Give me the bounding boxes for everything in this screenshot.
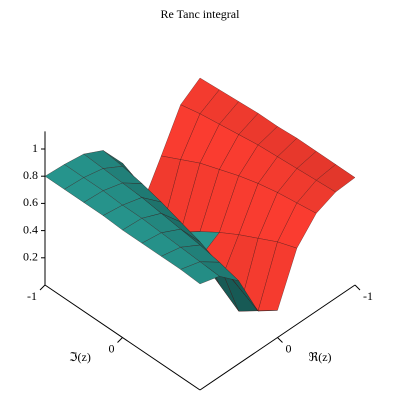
x-tick <box>354 284 361 291</box>
z-tick-label: 0.4 <box>23 222 38 236</box>
x-tick-label: -1 <box>363 289 373 303</box>
surface <box>44 77 356 312</box>
z-tick-label: 0.8 <box>23 168 38 182</box>
chart-title: Re Tanc integral <box>161 7 241 21</box>
x-tick <box>277 337 283 343</box>
y-tick-label: 0 <box>109 341 115 355</box>
axes: 0.2 0.4 0.6 0.8 1 -1 0 -1 0 <box>23 131 373 391</box>
z-tick-label: 0.6 <box>23 195 38 209</box>
y-tick-label: -1 <box>27 289 37 303</box>
y-axis-label: ℑ(z) <box>69 350 91 364</box>
x-axis-label: ℜ(z) <box>308 350 331 364</box>
z-tick-label: 1 <box>32 141 38 155</box>
x-tick-label: 0 <box>286 341 292 355</box>
y-tick <box>117 337 123 343</box>
y-tick <box>39 284 46 291</box>
z-tick-label: 0.2 <box>23 250 38 264</box>
surface-patch <box>180 261 220 285</box>
